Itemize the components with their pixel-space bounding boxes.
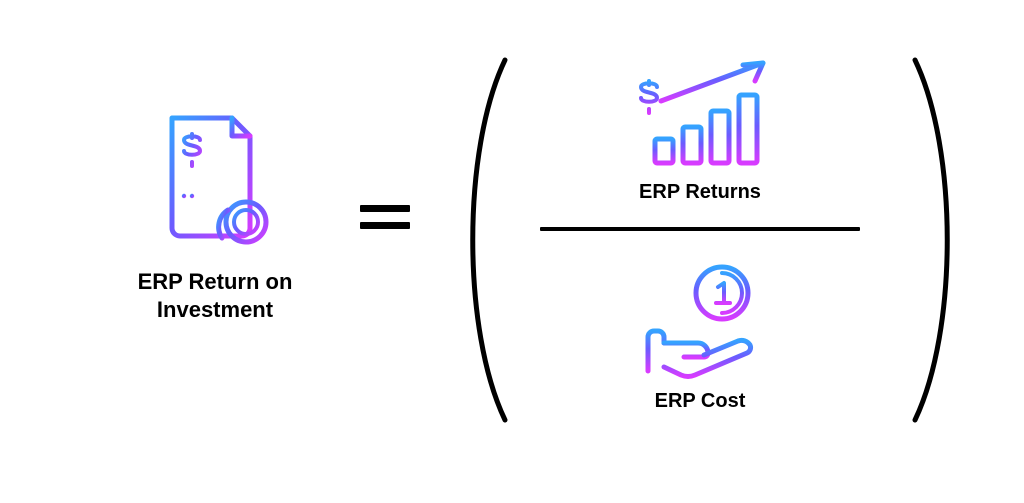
roi-formula-diagram: ERP Return on Investment <box>0 0 1024 503</box>
denominator-label: ERP Cost <box>655 389 746 414</box>
right-parenthesis <box>900 50 970 435</box>
fraction-line <box>540 227 860 231</box>
growth-bars-arrow-icon <box>625 55 775 170</box>
roi-label: ERP Return on Investment <box>110 268 320 323</box>
equals-sign <box>360 195 410 239</box>
hand-coin-icon <box>630 259 770 379</box>
document-dollar-coins-icon <box>150 110 280 250</box>
fraction-block: ERP Returns ERP Cost <box>520 55 880 414</box>
numerator-label: ERP Returns <box>639 180 761 205</box>
left-parenthesis <box>450 50 520 435</box>
roi-left-block: ERP Return on Investment <box>110 110 320 323</box>
